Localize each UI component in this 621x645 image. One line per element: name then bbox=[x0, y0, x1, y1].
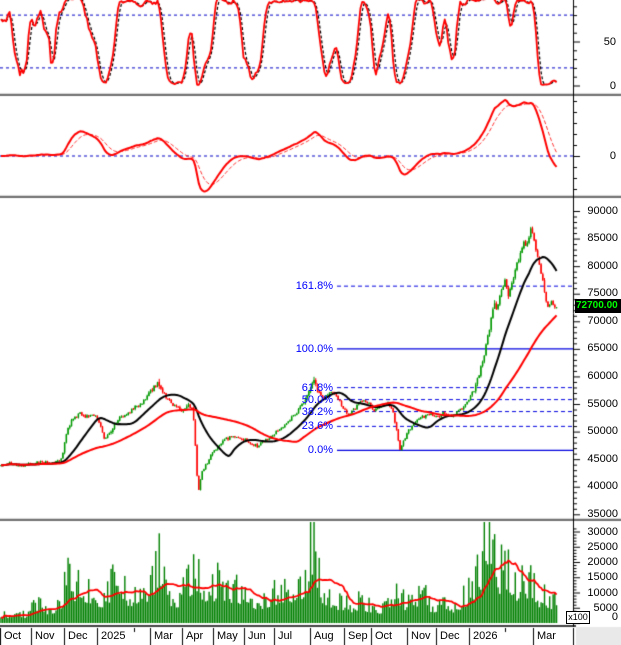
price-axis-label: 65000 bbox=[587, 342, 618, 355]
month-label: Mar bbox=[154, 630, 173, 642]
stoch-axis-label: 50 bbox=[603, 35, 616, 48]
month-label: Oct bbox=[375, 630, 393, 642]
price-axis-label: 35000 bbox=[587, 507, 618, 520]
fib-level-label: 50.0% bbox=[301, 393, 333, 406]
month-label: Oct bbox=[4, 630, 22, 642]
last-price-value: 72700.00 bbox=[576, 300, 618, 312]
price-axis[interactable] bbox=[573, 0, 621, 627]
price-axis-label: 55000 bbox=[587, 397, 618, 410]
macd-axis-label: 0 bbox=[609, 150, 616, 162]
price-axis-label: 85000 bbox=[587, 232, 618, 245]
month-label: Mar bbox=[537, 630, 556, 642]
month-label: Nov bbox=[35, 630, 55, 642]
fib-level-label: 161.8% bbox=[295, 280, 333, 293]
volume-axis-label: 20000 bbox=[587, 556, 618, 568]
price-axis-label: 80000 bbox=[587, 259, 618, 272]
price-axis-label: 75000 bbox=[587, 287, 618, 300]
month-label: 2025 bbox=[101, 630, 126, 642]
time-axis[interactable] bbox=[0, 627, 576, 645]
volume-unit-label: x100 bbox=[566, 611, 590, 624]
month-label: May bbox=[217, 630, 238, 642]
volume-axis-label: 0 bbox=[611, 611, 618, 623]
volume-axis-label: 30000 bbox=[587, 525, 618, 538]
price-axis-label: 90000 bbox=[587, 204, 618, 217]
last-price-marker: 72700.00 bbox=[575, 299, 621, 314]
fib-level-label: 23.6% bbox=[301, 420, 333, 433]
price-axis-label: 50000 bbox=[587, 425, 618, 438]
stoch-axis-label: 0 bbox=[609, 79, 616, 92]
price-axis-label: 60000 bbox=[587, 369, 618, 382]
month-label: Apr bbox=[186, 630, 204, 642]
volume-axis-label: 10000 bbox=[587, 586, 618, 599]
month-label: Aug bbox=[314, 630, 334, 642]
volume-axis-label: 5000 bbox=[593, 601, 618, 614]
month-label: 2026 bbox=[473, 630, 498, 642]
volume-axis-label: 25000 bbox=[587, 540, 618, 553]
fib-level-label: 100.0% bbox=[295, 342, 333, 355]
month-label: Jun bbox=[248, 630, 266, 642]
price-axis-label: 45000 bbox=[587, 452, 618, 465]
fib-level-label: 38.2% bbox=[301, 405, 333, 418]
fib-level-label: 0.0% bbox=[307, 444, 333, 457]
month-label: Sep bbox=[348, 630, 368, 642]
month-label: Dec bbox=[440, 630, 460, 642]
price-axis-label: 70000 bbox=[587, 314, 618, 327]
month-label: Jul bbox=[278, 630, 293, 642]
price-axis-label: 40000 bbox=[587, 480, 618, 493]
month-label: Nov bbox=[411, 630, 431, 642]
volume-axis-label: 15000 bbox=[587, 571, 618, 584]
fib-level-label: 61.8% bbox=[301, 381, 333, 394]
month-label: Dec bbox=[68, 630, 88, 642]
